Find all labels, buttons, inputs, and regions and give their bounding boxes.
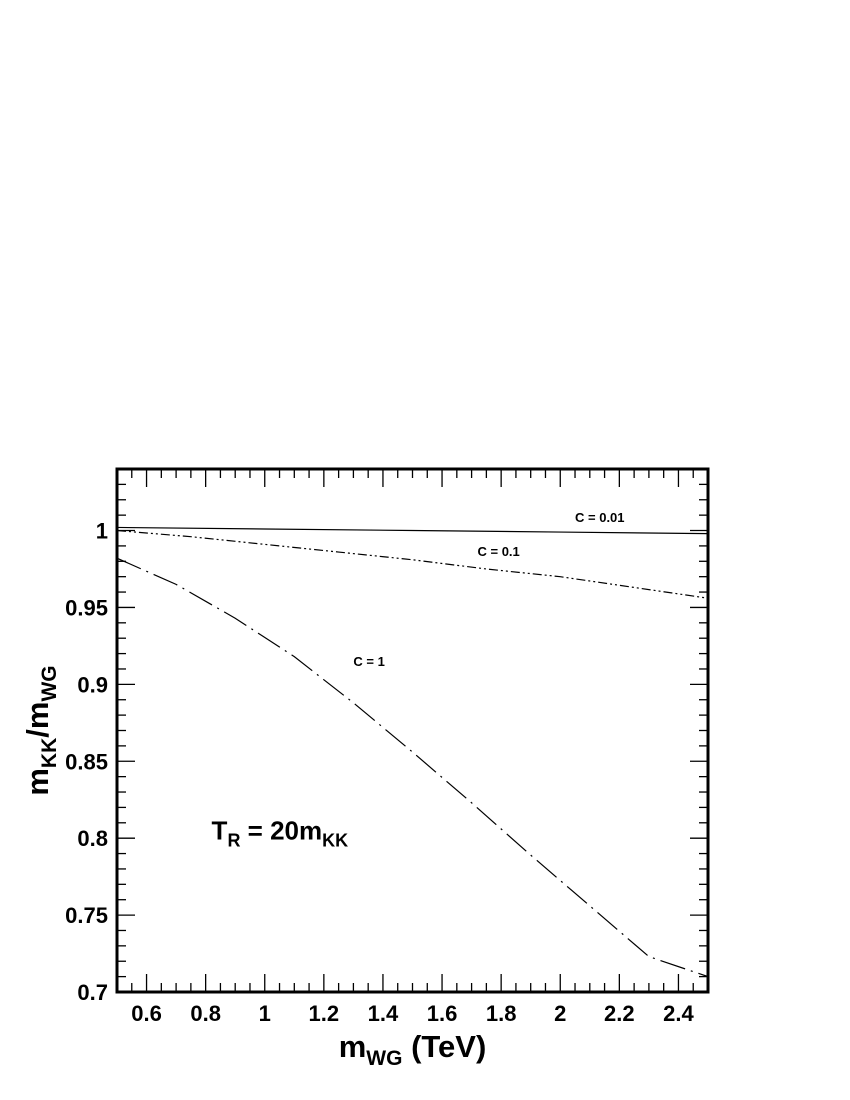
series-lines [116,526,709,978]
series-line-2 [116,557,709,978]
x-axis-title-suffix: (TeV) [402,1029,486,1064]
y-axis-title-sep: /m [20,702,55,738]
x-tick-label: 2 [554,1001,566,1026]
y-tick-label: 1 [96,519,108,544]
x-tick-label: 2.4 [663,1001,694,1026]
x-axis-title-main: m [339,1029,367,1064]
y-axis-title-sub1: KK [38,738,61,768]
axis-ticks [116,468,709,993]
annotation-sub2: KK [322,831,348,851]
x-tick-label: 0.8 [190,1001,221,1026]
x-tick-label: 0.6 [131,1001,162,1026]
series-labels: C = 0.01 C = 0.1 C = 1 [353,510,624,669]
x-tick-label: 1 [259,1001,271,1026]
plot-frame [115,467,710,994]
series-label-2: C = 1 [353,654,384,669]
x-tick-label: 2.2 [604,1001,635,1026]
annotation-tr: TR = 20mKK [212,816,349,851]
series-label-1: C = 0.1 [478,544,520,559]
y-axis-title-sub2: WG [38,665,61,701]
y-tick-label: 0.75 [65,903,108,928]
x-axis-title: mWG (TeV) [339,1029,487,1070]
x-tick-label: 1.6 [427,1001,458,1026]
y-axis-title: mKK/mWG [20,665,61,795]
series-label-0: C = 0.01 [575,510,625,525]
y-tick-label: 0.85 [65,749,108,774]
annotation-sub1: R [227,831,240,851]
x-tick-label: 1.4 [368,1001,399,1026]
series-line-1 [116,529,709,599]
y-tick-label: 0.8 [77,826,108,851]
series-line-0 [116,526,709,535]
x-tick-label: 1.8 [486,1001,517,1026]
annotation-mid: = 20m [240,816,322,846]
y-tick-label: 0.9 [77,672,108,697]
x-axis-title-sub: WG [366,1047,402,1070]
x-tick-label: 1.2 [309,1001,340,1026]
y-tick-label: 0.95 [65,595,108,620]
tick-labels: 0.6 0.8 1 1.2 1.4 1.6 1.8 2 2.2 2.4 0.7 0.75 0.8 0.85… [65,519,694,1026]
annotation-main: T [212,816,228,846]
y-tick-label: 0.7 [77,980,108,1005]
y-axis-title-main: m [20,768,55,796]
